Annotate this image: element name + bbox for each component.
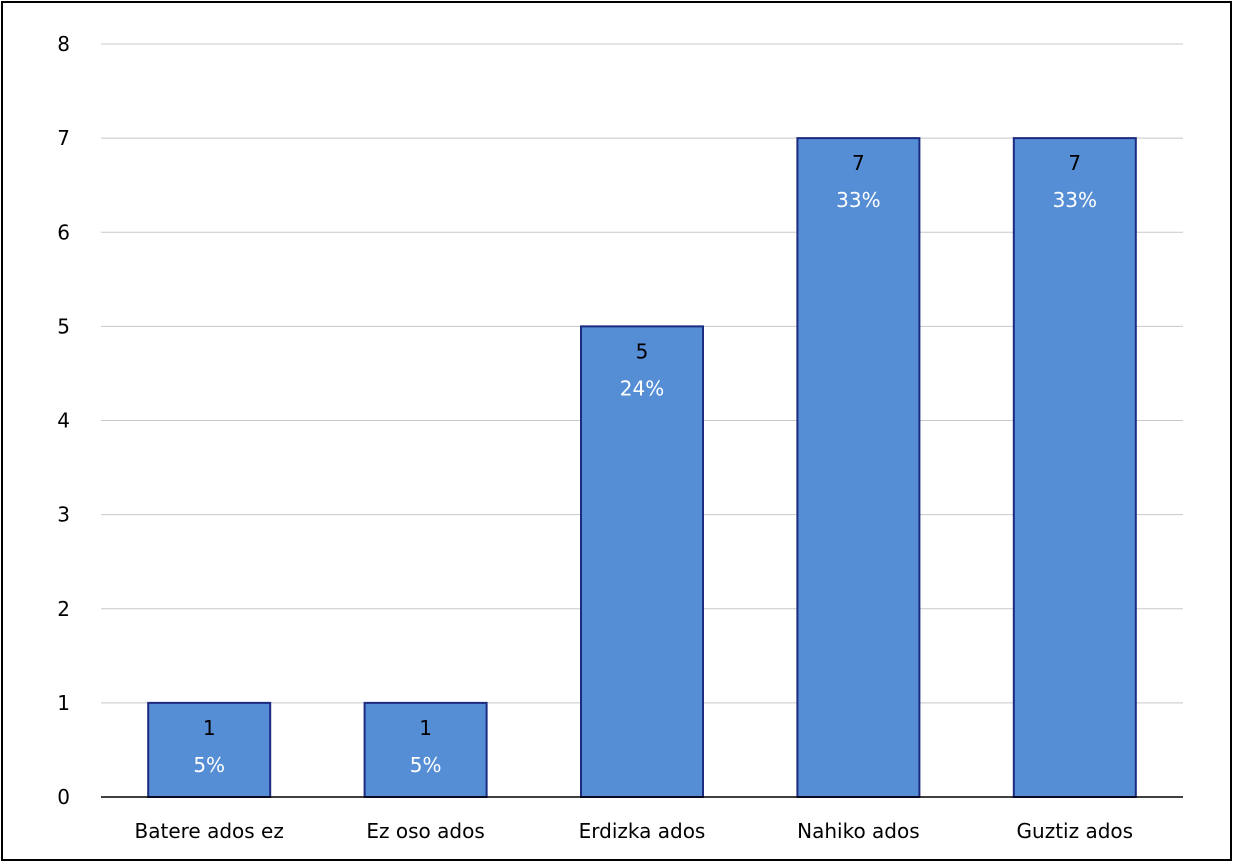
bar-count-label-4: 7	[1068, 151, 1081, 175]
y-tick-label-2: 2	[57, 597, 70, 621]
bar-data-labels: 1 5% 1 5% 5 24% 7 33% 7 33%	[193, 151, 1097, 777]
x-category-label-1: Ez oso ados	[366, 819, 484, 843]
y-tick-label-4: 4	[57, 409, 70, 433]
x-category-label-3: Nahiko ados	[797, 819, 920, 843]
y-tick-label-5: 5	[57, 314, 70, 338]
y-axis-ticks: 0 1 2 3 4 5 6 7 8	[57, 32, 70, 809]
bar-1	[363, 701, 488, 798]
y-tick-label-7: 7	[57, 126, 70, 150]
bar-3	[796, 137, 921, 798]
x-category-label-2: Erdizka ados	[579, 819, 706, 843]
bars	[147, 137, 1137, 798]
bar-percent-label-1: 5%	[410, 753, 442, 777]
y-tick-label-8: 8	[57, 32, 70, 56]
bar-percent-label-4: 33%	[1053, 188, 1097, 212]
bar-2	[580, 325, 704, 798]
y-tick-label-0: 0	[57, 785, 70, 809]
bar-count-label-3: 7	[852, 151, 865, 175]
x-category-label-4: Guztiz ados	[1017, 819, 1134, 843]
bar-count-label-0: 1	[203, 716, 216, 740]
bar-percent-label-2: 24%	[620, 376, 664, 400]
bar-count-label-2: 5	[636, 339, 649, 363]
bar-percent-label-0: 5%	[193, 753, 225, 777]
y-tick-label-6: 6	[57, 220, 70, 244]
y-tick-label-1: 1	[57, 691, 70, 715]
bar-4	[1012, 137, 1137, 798]
bar-percent-label-3: 33%	[836, 188, 880, 212]
bar-count-label-1: 1	[419, 716, 432, 740]
y-tick-label-3: 3	[57, 503, 70, 527]
x-category-label-0: Batere ados ez	[135, 819, 284, 843]
x-axis-categories: Batere ados ez Ez oso ados Erdizka ados Nah…	[135, 819, 1134, 843]
